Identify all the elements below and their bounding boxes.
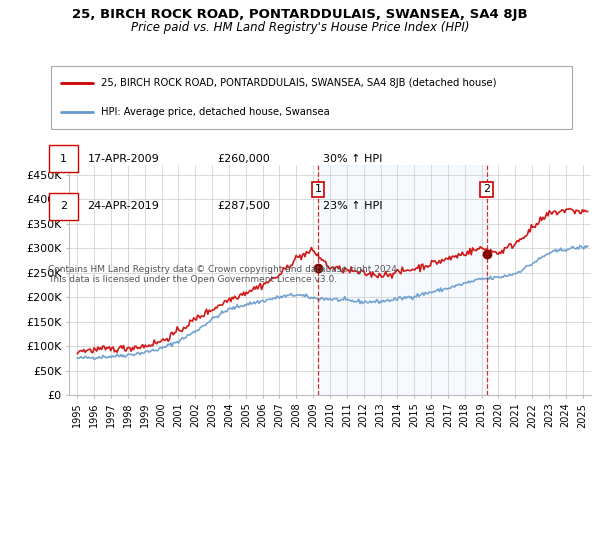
Text: 1: 1 (60, 154, 67, 164)
Text: 1: 1 (314, 184, 322, 194)
FancyBboxPatch shape (49, 193, 78, 220)
Text: 25, BIRCH ROCK ROAD, PONTARDDULAIS, SWANSEA, SA4 8JB: 25, BIRCH ROCK ROAD, PONTARDDULAIS, SWAN… (72, 8, 528, 21)
Text: £260,000: £260,000 (217, 154, 270, 164)
Text: HPI: Average price, detached house, Swansea: HPI: Average price, detached house, Swan… (101, 107, 329, 117)
FancyBboxPatch shape (49, 146, 78, 172)
Text: 30% ↑ HPI: 30% ↑ HPI (323, 154, 382, 164)
Text: 17-APR-2009: 17-APR-2009 (88, 154, 160, 164)
Text: £287,500: £287,500 (217, 201, 270, 211)
Text: Contains HM Land Registry data © Crown copyright and database right 2024.
This d: Contains HM Land Registry data © Crown c… (48, 265, 400, 284)
Text: 2: 2 (483, 184, 490, 194)
Text: 23% ↑ HPI: 23% ↑ HPI (323, 201, 382, 211)
Text: Price paid vs. HM Land Registry's House Price Index (HPI): Price paid vs. HM Land Registry's House … (131, 21, 469, 34)
Text: 24-APR-2019: 24-APR-2019 (88, 201, 160, 211)
Text: 25, BIRCH ROCK ROAD, PONTARDDULAIS, SWANSEA, SA4 8JB (detached house): 25, BIRCH ROCK ROAD, PONTARDDULAIS, SWAN… (101, 78, 496, 88)
Text: 2: 2 (60, 201, 67, 211)
Bar (318, 165, 487, 395)
FancyBboxPatch shape (50, 66, 572, 129)
